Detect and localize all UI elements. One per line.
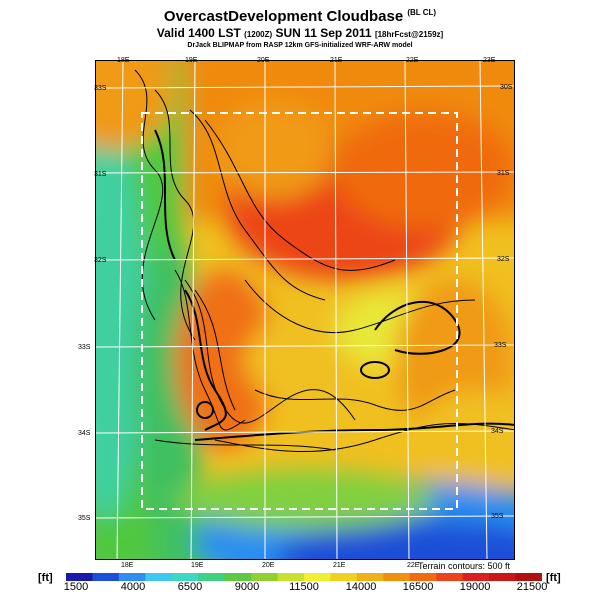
colorbar-tick-label: 1500 [63,581,89,593]
valid-utc: (1200Z) [244,30,273,39]
lat-label-right: 32S [497,256,510,263]
lat-label-right: 34S [491,428,504,435]
map-title: OvercastDevelopment Cloudbase (BL CL) [163,8,437,25]
colorbar-tick-label: 4000 [120,581,146,593]
colorbar-swatch [118,573,146,581]
lat-label-left: 32S [94,257,107,264]
terrain-contours-major [154,129,515,441]
map-title-suffix: (BL CL) [407,8,437,17]
lon-label-top: 23E [483,57,496,64]
map-frame [95,60,515,560]
terrain-contour-note: Terrain contours: 500 ft [417,561,510,571]
lon-label-top: 20E [257,57,270,64]
lat-label-right: 33S [494,342,507,349]
colorbar-tick-label: 19000 [459,581,491,593]
colorbar-swatch [356,573,384,581]
lon-label-top: 21E [330,57,343,64]
valid-time: Valid 1400 LST [156,26,241,40]
colorbar-tick-label: 16500 [402,581,434,593]
lat-label-right: 30S [500,84,513,91]
lat-label-left: 33S [78,344,91,351]
colorbar-swatch [92,573,120,581]
colorbar-swatch [489,573,517,581]
lat-label-left: 35S [78,515,91,522]
colorbar-swatch [515,573,542,581]
inner-domain-box [141,112,458,510]
lon-label-top: 19E [185,57,198,64]
colorbar [66,573,542,581]
model-credit: DrJack BLIPMAP from RASP 12km GFS-initia… [187,42,413,49]
colorbar-swatch [304,573,331,581]
lon-label-bottom: 21E [333,562,346,569]
colorbar-swatch [251,573,279,581]
colorbar-tick-label: 14000 [345,581,377,593]
lon-label-bottom: 22E [407,562,420,569]
lon-label-bottom: 18E [121,562,134,569]
lat-label-right: 35S [491,513,504,520]
colorbar-swatch [277,573,305,581]
colorbar-unit-left: [ft] [38,572,53,584]
colorbar-swatch [224,573,252,581]
lat-label-left: 31S [94,171,107,178]
colorbar-swatch [198,573,226,581]
lat-lon-grid [95,60,515,560]
colorbar-tick-label: 11500 [289,581,319,593]
colorbar-tick-label: 6500 [177,581,203,593]
forecast-tag: [18hrFcst@2159z] [374,30,444,39]
colorbar-swatch [436,573,464,581]
lat-label-left: 34S [78,430,91,437]
colorbar-swatch [330,573,358,581]
valid-time-line: Valid 1400 LST (1200Z) SUN 11 Sep 2011 [… [0,26,600,40]
colorbar-swatch [145,573,173,581]
colorbar-swatch [409,573,437,581]
lat-label-right: 31S [497,170,510,177]
lat-label-left: 33S [94,85,107,92]
lon-label-bottom: 19E [191,562,204,569]
colorbar-tick-label: 21500 [516,581,548,593]
lon-label-bottom: 20E [262,562,275,569]
colorbar-swatch [462,573,490,581]
colorbar-swatch [383,573,411,581]
colorbar-tick-label: 9000 [234,581,260,593]
lon-label-top: 18E [117,57,130,64]
lon-label-top: 22E [406,57,419,64]
valid-date: SUN 11 Sep 2011 [275,26,372,40]
colorbar-swatch [171,573,199,581]
colorbar-swatch [66,573,93,581]
cloudbase-map [95,60,515,560]
colorbar-unit-right: [ft] [546,572,561,584]
